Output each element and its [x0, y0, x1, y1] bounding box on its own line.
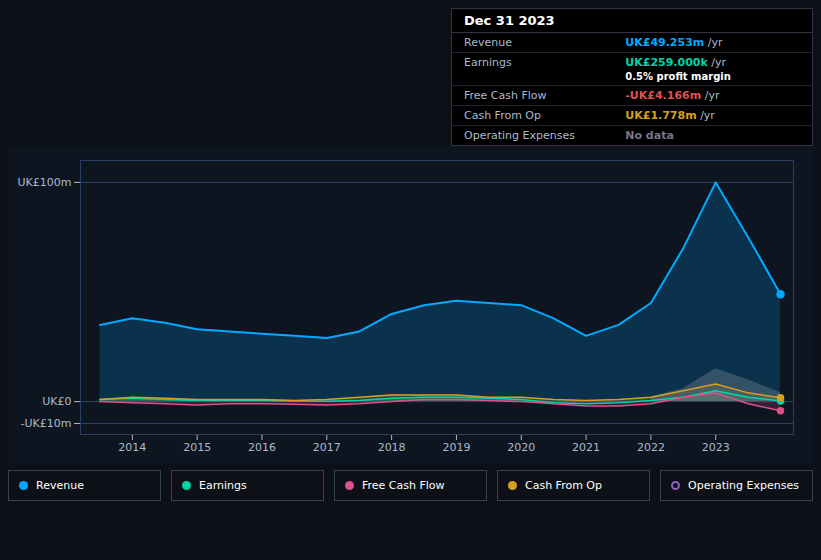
svg-text:2022: 2022 [637, 441, 665, 454]
html-text:UK£49.253m /yr: UK£49.253m /yr [625, 36, 723, 49]
html-text:Cash From Op: Cash From Op [525, 479, 602, 492]
svg-text:2019: 2019 [442, 441, 470, 454]
html-text:Revenue: Revenue [36, 479, 84, 492]
svg-text:UK£100m: UK£100m [18, 176, 72, 189]
svg-text:2015: 2015 [183, 441, 211, 454]
svg-text:2020: 2020 [507, 441, 535, 454]
html-text:-UK£4.166m /yr: -UK£4.166m /yr [625, 89, 720, 102]
svg-text:2021: 2021 [572, 441, 600, 454]
html-text:Operating Expenses: Operating Expenses [688, 479, 799, 492]
html-text:Revenue: Revenue [464, 36, 512, 49]
html-text:Dec 31 2023: Dec 31 2023 [464, 13, 555, 28]
html-text:Free Cash Flow: Free Cash Flow [464, 89, 547, 102]
html-text:UK£259.000k /yr: UK£259.000k /yr [625, 56, 726, 69]
svg-text:UK£0: UK£0 [42, 395, 71, 408]
html-text:Earnings: Earnings [464, 56, 512, 69]
svg-text:2017: 2017 [313, 441, 341, 454]
html-text:Cash From Op: Cash From Op [464, 109, 541, 122]
html-text:Free Cash Flow: Free Cash Flow [362, 479, 445, 492]
svg-text:2018: 2018 [378, 441, 406, 454]
html-text:Earnings: Earnings [199, 479, 247, 492]
html-text:Operating Expenses: Operating Expenses [464, 129, 575, 142]
svg-text:-UK£10m: -UK£10m [21, 417, 72, 430]
svg-text:2014: 2014 [118, 441, 146, 454]
svg-text:2016: 2016 [248, 441, 276, 454]
html-text:No data: No data [625, 129, 674, 142]
svg-text:2023: 2023 [702, 441, 730, 454]
html-text:0.5% profit margin: 0.5% profit margin [625, 71, 731, 82]
html-text:UK£1.778m /yr: UK£1.778m /yr [625, 109, 715, 122]
